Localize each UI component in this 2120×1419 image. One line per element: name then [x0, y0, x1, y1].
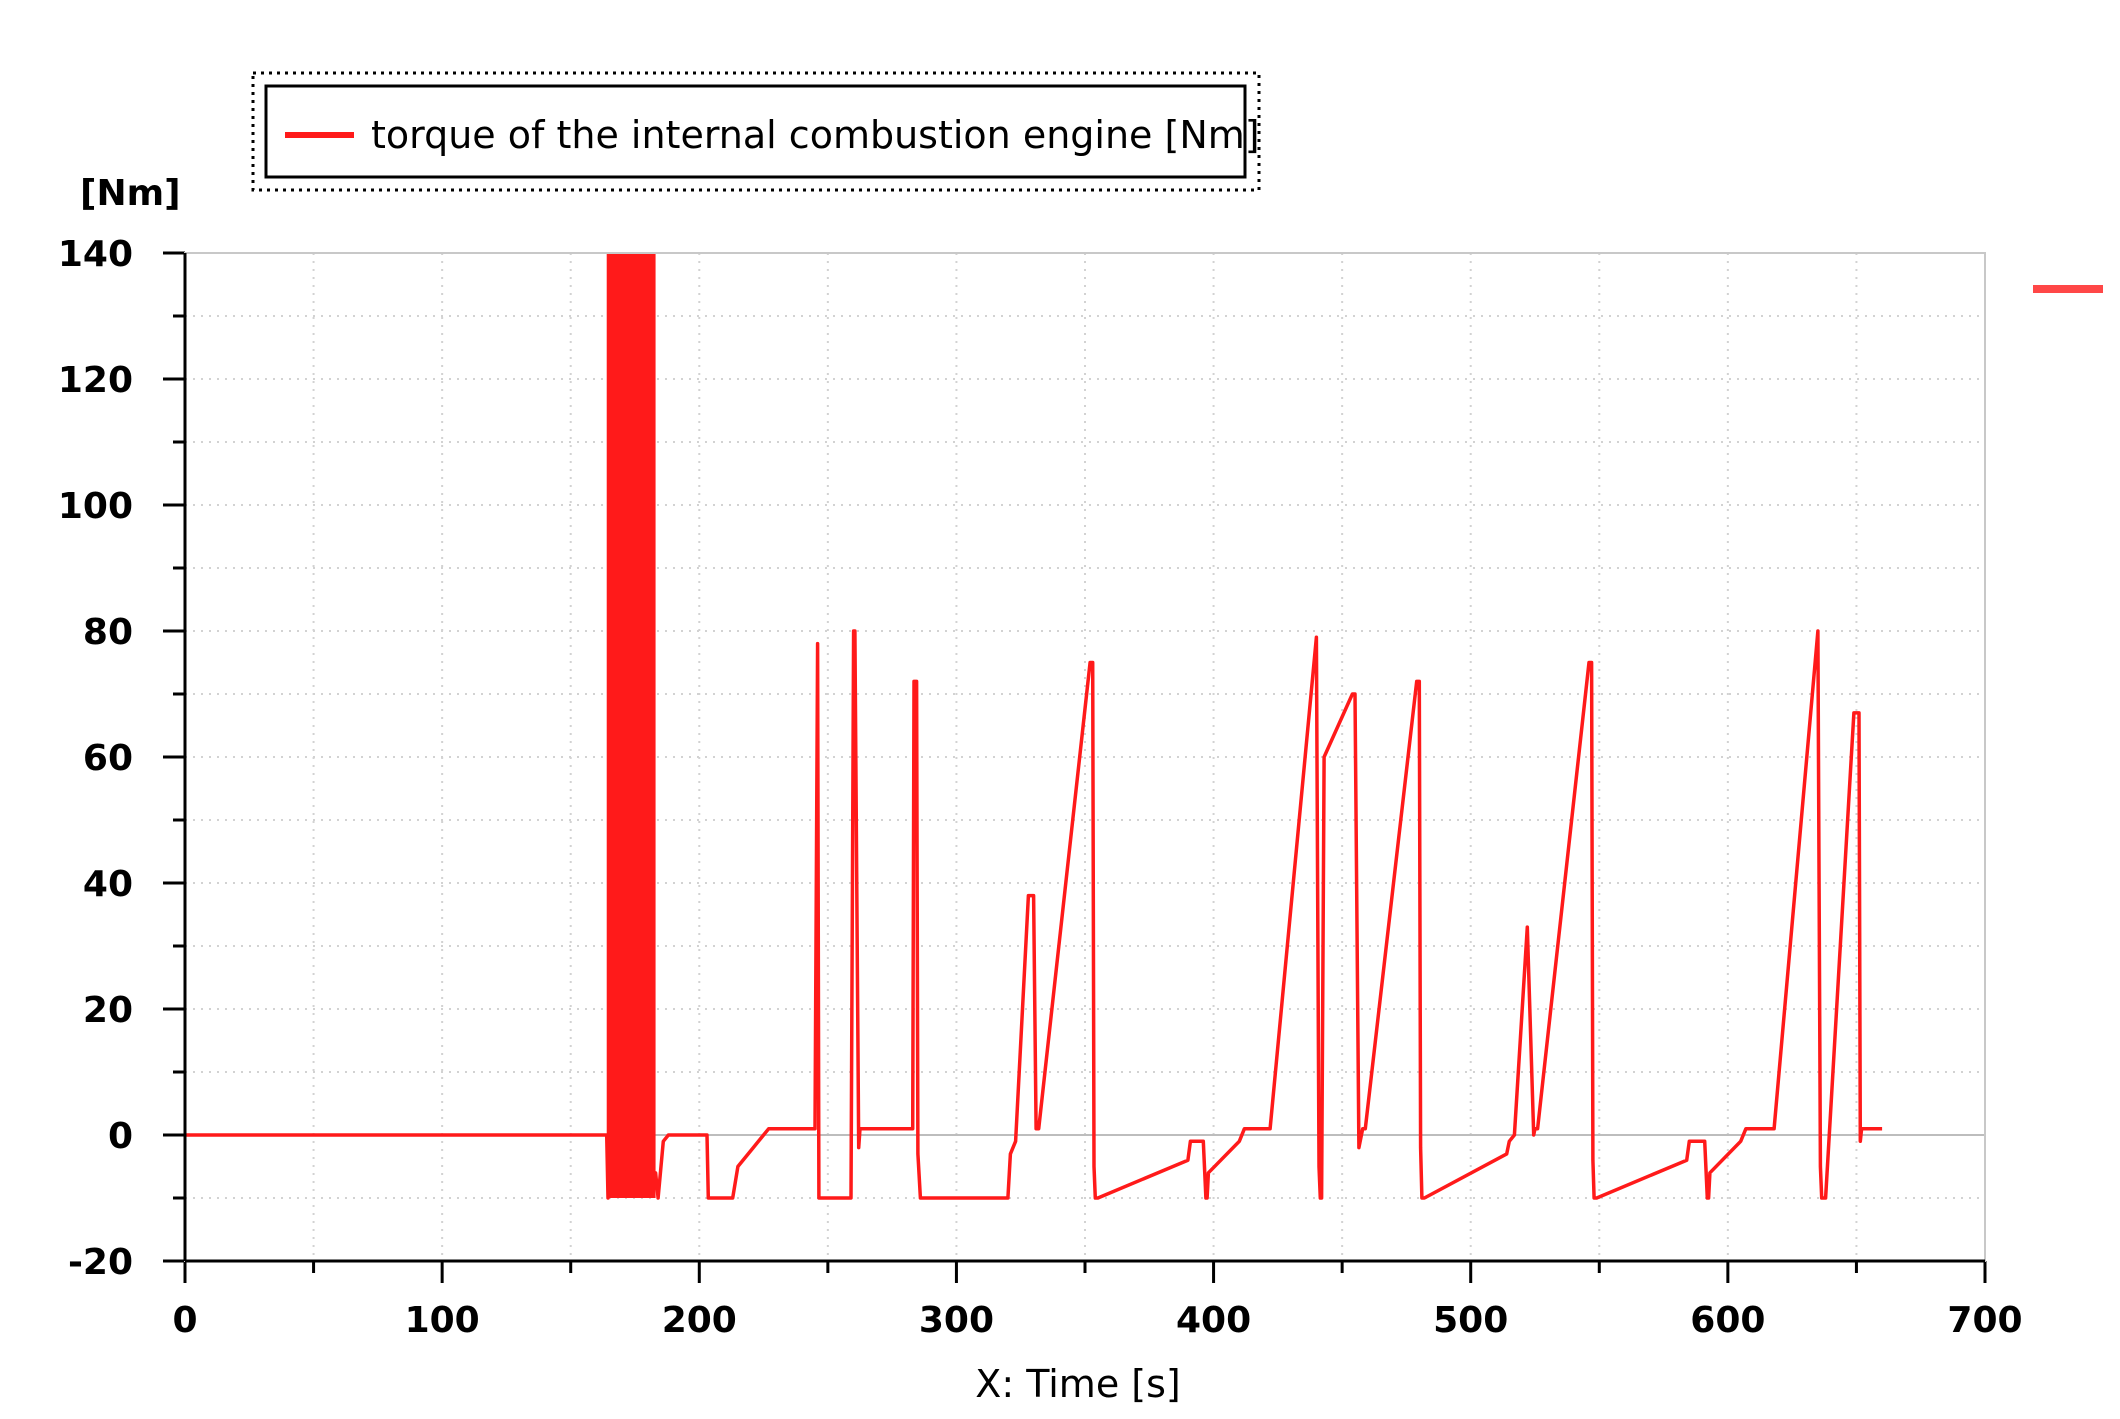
x-axis-ticks: 0 100 200 300 400 500 600 700 — [172, 1261, 2023, 1341]
series-burst-region — [606, 253, 656, 1198]
y-tick-label: -20 — [68, 1242, 133, 1283]
x-tick-label: 700 — [1947, 1300, 2022, 1341]
x-tick-label: 500 — [1433, 1300, 1508, 1341]
legend: torque of the internal combustion engine… — [251, 71, 1261, 192]
y-tick-label: 120 — [58, 360, 133, 401]
x-tick-label: 200 — [662, 1300, 737, 1341]
y-tick-label: 60 — [83, 738, 133, 779]
legend-label-torque: torque of the internal combustion engine… — [371, 113, 1260, 157]
y-tick-label: 80 — [83, 612, 133, 653]
x-tick-label: 0 — [172, 1300, 197, 1341]
series-layer — [185, 253, 1883, 1200]
y-axis-unit-label: [Nm] — [80, 173, 181, 214]
x-tick-label: 100 — [405, 1300, 480, 1341]
legend-focus-outline — [251, 71, 1261, 192]
grid-lines — [185, 253, 1985, 1261]
y-tick-label: 0 — [108, 1116, 133, 1157]
x-tick-label: 400 — [1176, 1300, 1251, 1341]
x-tick-label: 600 — [1690, 1300, 1765, 1341]
series-line-0 — [185, 629, 1883, 1200]
y-axis-ticks: 140 120 100 80 60 40 20 0 -20 — [58, 234, 185, 1283]
y-tick-label: 40 — [83, 864, 133, 905]
x-tick-label: 300 — [919, 1300, 994, 1341]
y-tick-label: 100 — [58, 486, 133, 527]
x-axis-label: X: Time [s] — [975, 1362, 1180, 1406]
y-tick-label: 140 — [58, 234, 133, 275]
legend-box — [264, 84, 1247, 179]
y-tick-label: 20 — [83, 990, 133, 1031]
